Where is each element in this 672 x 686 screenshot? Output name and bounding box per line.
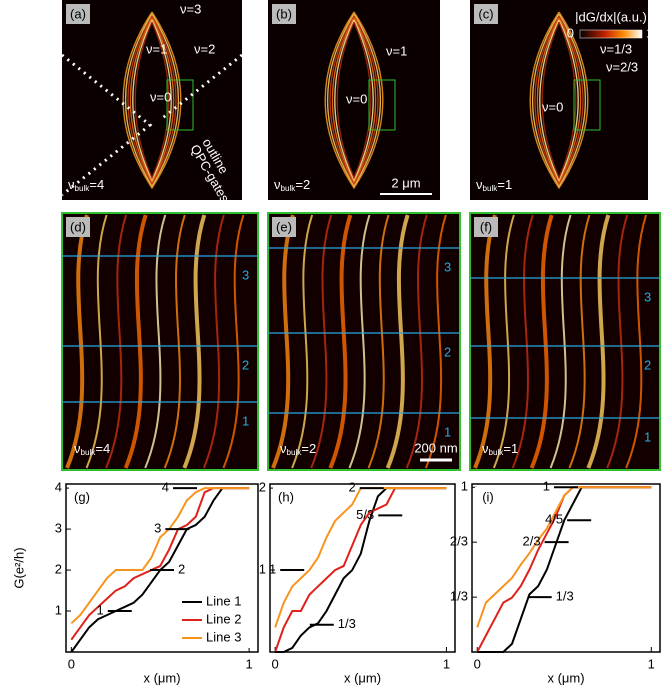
x-tick-label: 0 [272, 656, 279, 671]
plateau-label: 1/3 [338, 616, 356, 631]
sub: bulk [281, 184, 297, 193]
y-tick-label: 2/3 [450, 534, 468, 549]
cut-label: 3 [644, 289, 651, 304]
panel-letter: (h) [278, 489, 294, 504]
x-tick-label: 1 [648, 656, 655, 671]
eq: =1 [503, 441, 518, 456]
colorbar-title: |dG/dx|(a.u.) [575, 9, 647, 24]
y-tick-label: 4 [55, 480, 62, 495]
x-axis-label: x (μm) [143, 670, 180, 685]
plateau-label: 1 [543, 479, 550, 494]
plateau-label: 2 [349, 480, 356, 495]
plateau-label: 2 [178, 561, 185, 576]
cut-label: 1 [644, 429, 651, 444]
y-tick-label: 1 [461, 479, 468, 494]
plateau-label: 4/5 [545, 512, 563, 527]
y-tick-label: 2 [55, 561, 62, 576]
curve [477, 487, 651, 627]
filling-label: ν=2 [194, 41, 215, 56]
sub: bulk [81, 448, 97, 457]
colorbar-min: 0 [567, 25, 574, 40]
scale-bar-label: 2 μm [391, 175, 420, 190]
plateau-label: 4 [162, 480, 169, 495]
cut-label: 2 [242, 357, 249, 372]
x-tick-label: 0 [474, 656, 481, 671]
x-axis-label: x (μm) [547, 670, 584, 685]
cut-label: 3 [242, 267, 249, 282]
curve [477, 487, 651, 652]
sub: bulk [75, 184, 91, 193]
panel-letter: (a) [70, 6, 86, 21]
x-axis-label: x (μm) [344, 670, 381, 685]
legend-label: Line 1 [206, 593, 241, 608]
x-tick-label: 1 [443, 656, 450, 671]
y-tick-label: 1 [55, 602, 62, 617]
filling-label: ν=1/3 [600, 41, 632, 56]
panel-letter: (g) [74, 489, 90, 504]
legend-label: Line 3 [206, 629, 241, 644]
panel-letter: (b) [276, 6, 292, 21]
sub: bulk [483, 184, 499, 193]
sub: bulk [489, 448, 505, 457]
plateau-label: 5/3 [356, 507, 374, 522]
panel-letter: (c) [478, 6, 493, 21]
colorbar-max: 1 [646, 25, 653, 40]
y-tick-label: 2 [259, 480, 266, 495]
eq: =2 [301, 441, 316, 456]
plateau-label: 1/3 [556, 589, 574, 604]
plot-frame [472, 484, 660, 652]
y-tick-label: 1/3 [450, 589, 468, 604]
panel-letter: (i) [482, 489, 494, 504]
filling-label: ν=0 [346, 91, 367, 106]
filling-label: ν=1 [386, 43, 407, 58]
y-tick-label: 1 [259, 561, 266, 576]
eq: =1 [497, 177, 512, 192]
y-tick-label: 3 [55, 521, 62, 536]
filling-label: ν=0 [150, 89, 171, 104]
filling-label: ν=0 [542, 99, 563, 114]
sub: bulk [287, 448, 303, 457]
figure: (a)ν=3ν=1ν=2ν=0νbulk=4(b)ν=1ν=0νbulk=2(c… [0, 0, 672, 686]
eq: =4 [89, 177, 104, 192]
filling-label: ν=3 [180, 1, 201, 16]
legend-label: Line 2 [206, 611, 241, 626]
plateau-label: 3 [154, 521, 161, 536]
plateau-label: 1 [97, 602, 104, 617]
colorbar [580, 30, 642, 38]
curve [477, 487, 651, 652]
cut-label: 1 [242, 413, 249, 428]
x-tick-label: 1 [245, 656, 252, 671]
plateau-label: 2/3 [523, 534, 541, 549]
eq: =4 [95, 441, 110, 456]
x-tick-label: 0 [68, 656, 75, 671]
scale-bar-label: 200 nm [414, 440, 457, 455]
cut-label: 2 [644, 357, 651, 372]
cut-label: 2 [444, 344, 451, 359]
y-axis-label: G(e²/h) [11, 547, 26, 588]
panel-letter: (e) [276, 219, 292, 234]
filling-label: ν=1 [146, 41, 167, 56]
cut-label: 1 [444, 424, 451, 439]
filling-label: ν=2/3 [606, 59, 638, 74]
cut-label: 3 [444, 259, 451, 274]
panel-letter: (f) [480, 219, 492, 234]
eq: =2 [295, 177, 310, 192]
panel-letter: (d) [70, 219, 86, 234]
